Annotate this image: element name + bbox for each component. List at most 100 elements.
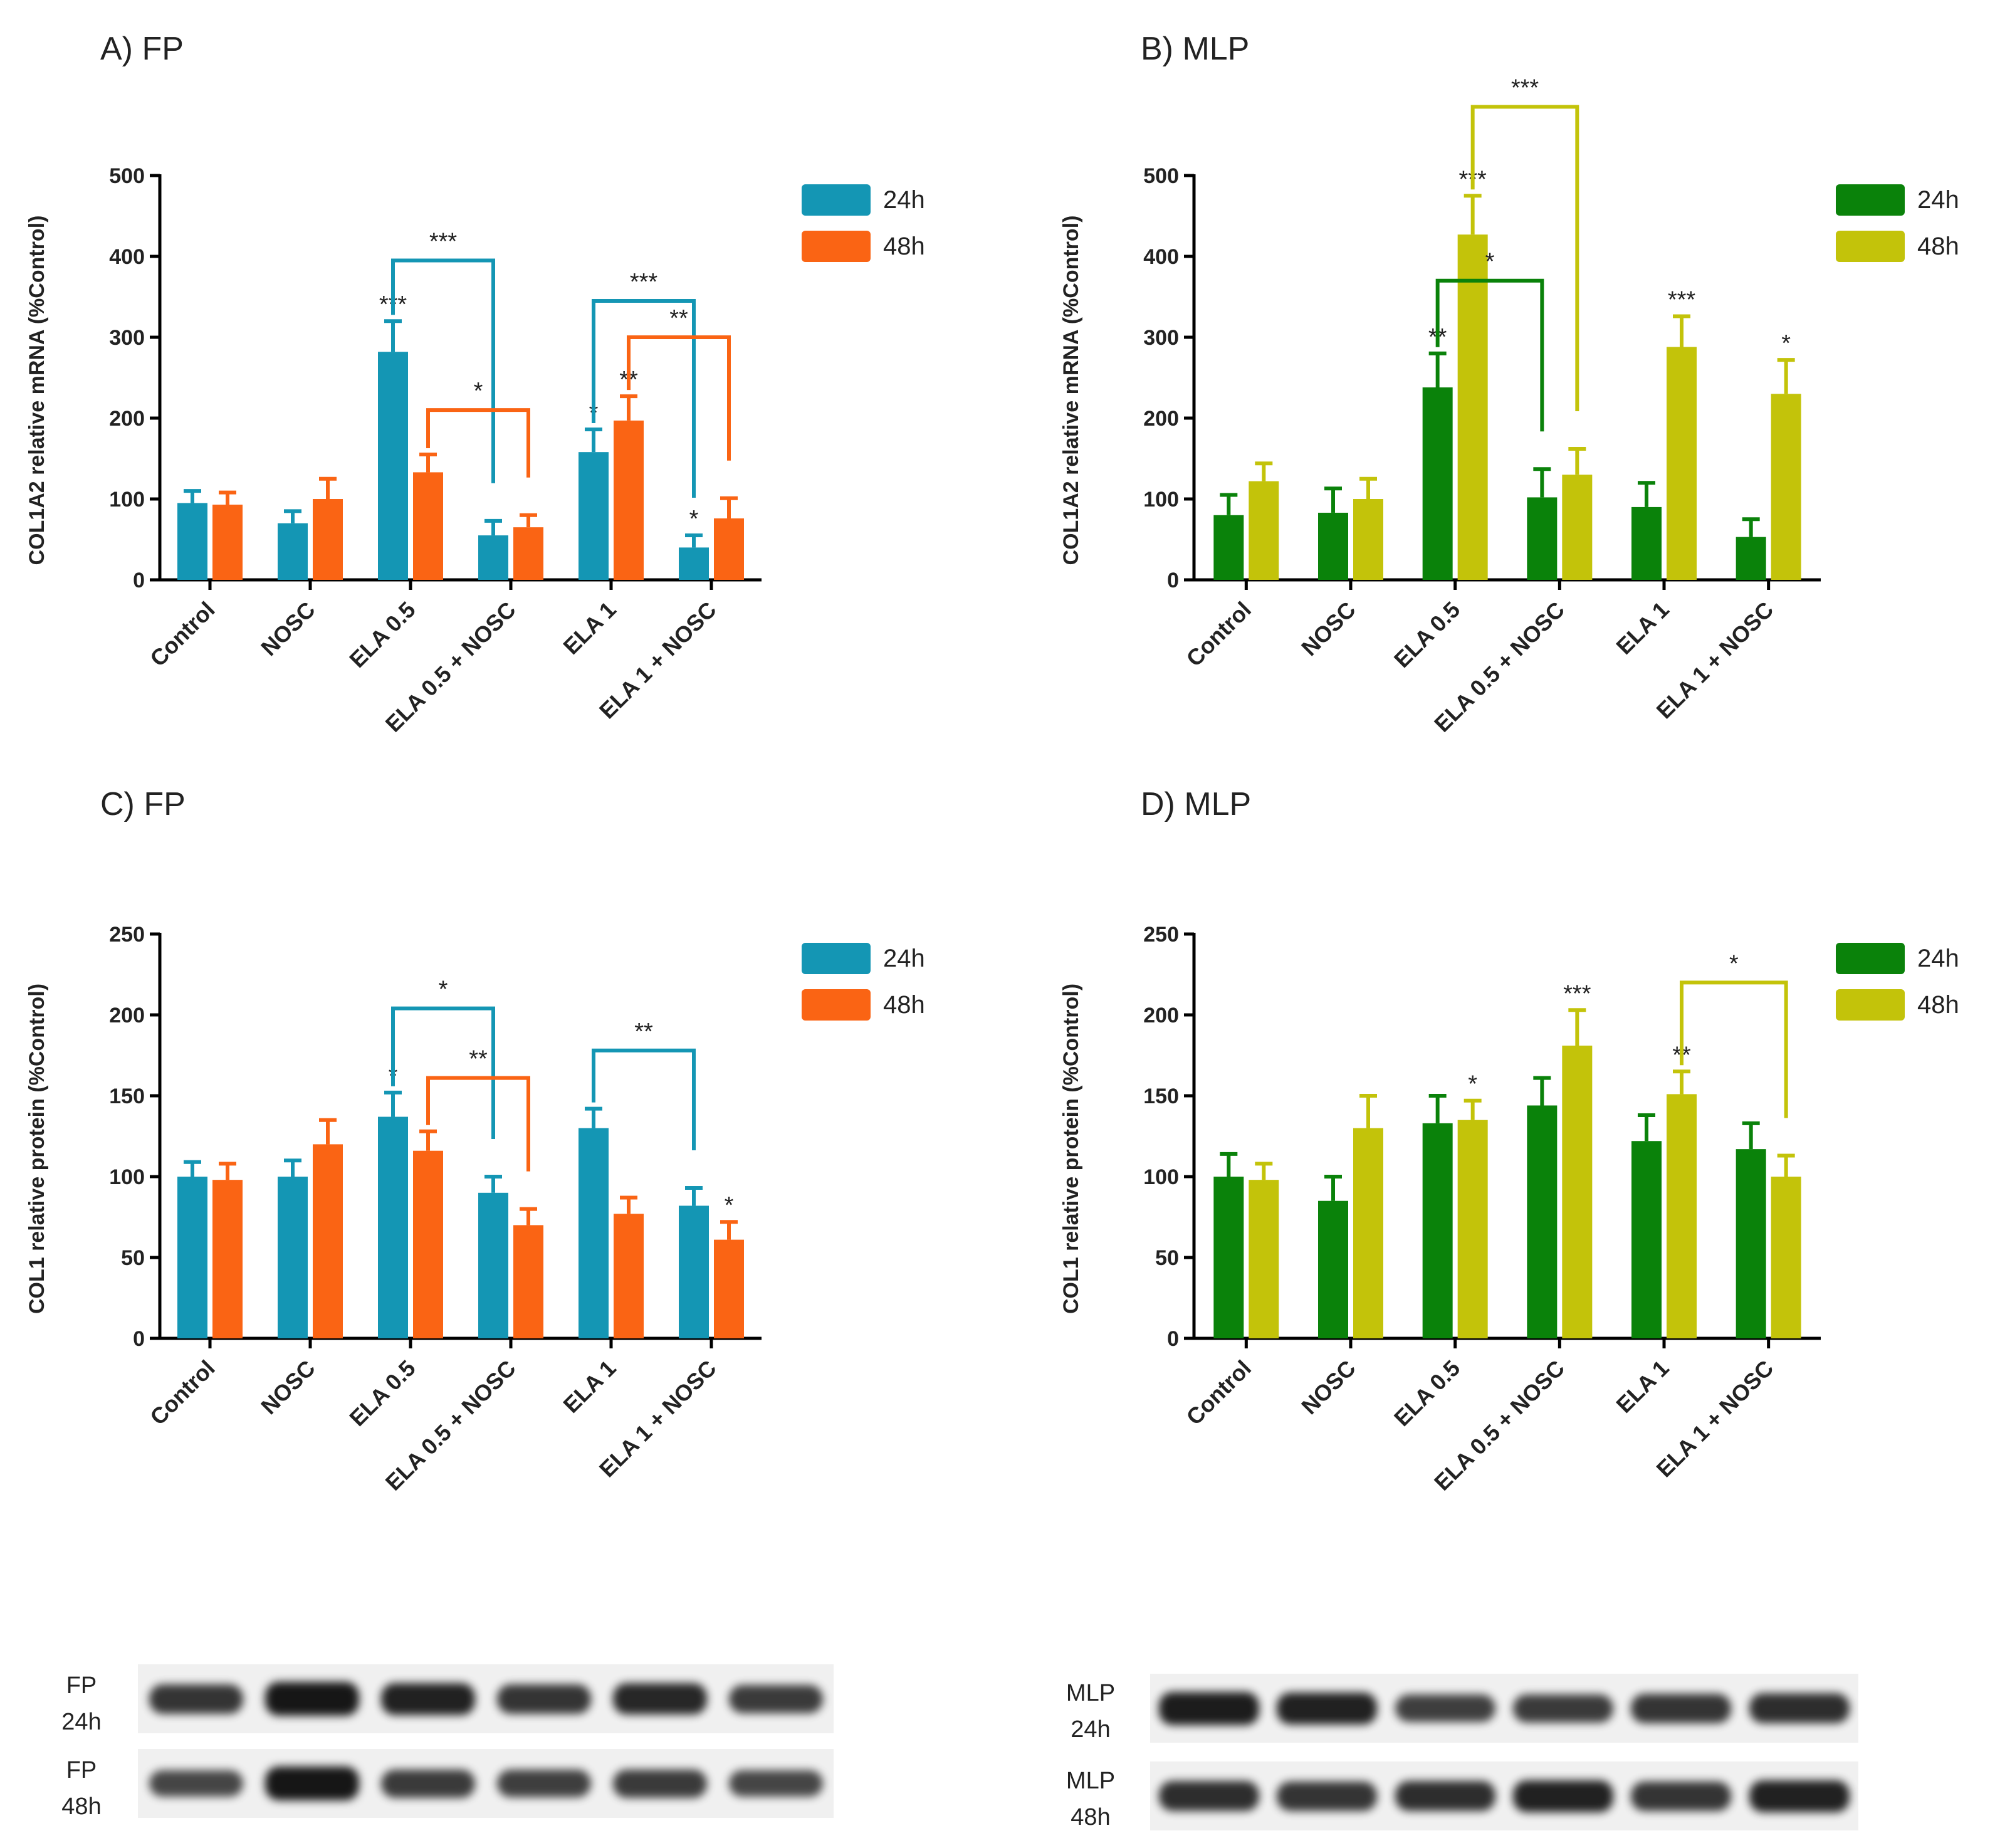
x-tick-label: Control	[1181, 1355, 1256, 1430]
significance-label: *	[689, 506, 699, 532]
bar-24h	[1736, 1149, 1766, 1338]
bar-24h	[1736, 537, 1766, 580]
x-tick-label: NOSC	[1296, 597, 1361, 661]
blot-band	[496, 1770, 591, 1797]
blot-band	[1749, 1693, 1850, 1723]
comparison-bracket	[592, 1048, 696, 1151]
bracket-significance-label: ***	[630, 269, 658, 295]
bar-24h	[1422, 387, 1453, 580]
comparison-bracket	[592, 298, 696, 498]
x-tick-label: ELA 1	[1611, 597, 1673, 659]
y-tick-label: 400	[1143, 245, 1179, 269]
significance-label: *	[725, 1192, 734, 1219]
y-tick-label: 100	[109, 488, 145, 512]
bar-48h	[1249, 481, 1279, 580]
bar-48h	[614, 420, 644, 580]
panel-title: A) FP	[100, 31, 184, 67]
y-tick-label: 200	[109, 1004, 145, 1027]
x-tick-label: ELA 0.5	[1389, 597, 1465, 673]
comparison-bracket	[1470, 105, 1579, 412]
bracket-significance-label: ***	[1511, 75, 1539, 101]
y-tick-label: 100	[1143, 1165, 1179, 1189]
x-tick-label: Control	[1181, 597, 1256, 671]
bar-24h	[478, 535, 508, 580]
y-tick-label: 200	[1143, 1004, 1179, 1027]
fp-48h-blot-label: FP 48h	[61, 1757, 102, 1820]
bar-24h	[679, 1205, 709, 1338]
bar-48h	[1771, 1177, 1801, 1338]
bar-48h	[1667, 347, 1697, 580]
bar-24h	[1318, 1200, 1348, 1338]
blot-band	[380, 1683, 475, 1715]
y-tick-label: 50	[121, 1246, 145, 1270]
legend-swatch-48h	[802, 231, 871, 262]
comparison-bracket	[426, 408, 530, 478]
x-tick-label: ELA 1	[558, 1355, 620, 1418]
bar-48h	[714, 1239, 744, 1338]
blot-band	[1159, 1691, 1260, 1725]
legend-label-48h: 48h	[1917, 991, 1959, 1019]
bar-24h	[1213, 515, 1244, 580]
significance-label: *	[1781, 330, 1791, 357]
bar-48h	[1353, 1128, 1383, 1338]
legend-swatch-24h	[802, 184, 871, 216]
fp-24h-blot-label: FP 24h	[61, 1672, 102, 1735]
significance-label: ***	[1563, 980, 1591, 1007]
y-tick-label: 250	[1143, 923, 1179, 947]
bar-24h	[579, 1128, 609, 1338]
y-tick-label: 500	[109, 164, 145, 188]
bar-24h	[1318, 512, 1348, 580]
bar-24h	[1213, 1177, 1244, 1338]
fp-western-blot	[138, 1658, 834, 1821]
y-axis-label: COL1A2 relative mRNA (%Control)	[1059, 216, 1083, 565]
legend-label-24h: 24h	[883, 186, 925, 214]
bar-48h	[212, 505, 243, 580]
bar-48h	[313, 499, 343, 580]
x-tick-label: Control	[145, 1355, 219, 1430]
legend-swatch-48h	[1836, 989, 1905, 1021]
bar-24h	[1631, 1141, 1662, 1338]
blot-band	[496, 1684, 591, 1714]
comparison-bracket	[391, 258, 495, 483]
bar-48h	[1353, 499, 1383, 580]
x-tick-label: NOSC	[1296, 1355, 1361, 1420]
bar-48h	[1457, 1120, 1488, 1338]
x-tick-label: ELA 0.5	[344, 597, 420, 673]
bar-48h	[1249, 1180, 1279, 1338]
y-axis-label: COL1 relative protein (%Control)	[1059, 984, 1083, 1314]
y-tick-label: 0	[1167, 569, 1179, 592]
y-tick-label: 50	[1155, 1246, 1179, 1270]
bracket-significance-label: ***	[429, 228, 458, 255]
blot-band	[1631, 1693, 1732, 1723]
bar-24h	[278, 1177, 308, 1338]
y-tick-label: 0	[133, 1327, 145, 1351]
bar-24h	[177, 503, 207, 580]
y-tick-label: 150	[1143, 1084, 1179, 1108]
legend-label-48h: 48h	[883, 233, 925, 260]
bar-24h	[478, 1192, 508, 1338]
x-tick-label: ELA 1	[1611, 1355, 1673, 1418]
blot-band	[1277, 1781, 1378, 1811]
y-tick-label: 100	[1143, 488, 1179, 512]
y-tick-label: 500	[1143, 164, 1179, 188]
mlp-western-blot	[1150, 1667, 1858, 1830]
mlp-24h-blot-label: MLP 24h	[1066, 1680, 1116, 1743]
blot-row	[1150, 1674, 1858, 1743]
comparison-bracket	[426, 1076, 530, 1172]
y-tick-label: 200	[1143, 407, 1179, 431]
bar-48h	[313, 1144, 343, 1338]
panel-a: A) FP COL1A2 relative mRNA (%Control) 0 100…	[25, 31, 925, 737]
comparison-bracket	[1680, 980, 1788, 1118]
blot-band	[1395, 1694, 1495, 1722]
y-tick-label: 0	[133, 569, 145, 592]
y-tick-label: 100	[109, 1165, 145, 1189]
bar-24h	[278, 523, 308, 580]
mlp-48h-blot-label: MLP 48h	[1066, 1768, 1116, 1830]
blot-band	[1159, 1781, 1260, 1811]
bar-48h	[513, 1225, 543, 1338]
blot-band	[612, 1769, 707, 1798]
bracket-significance-label: *	[439, 977, 448, 1003]
bar-24h	[1422, 1123, 1453, 1338]
blot-band	[1395, 1781, 1495, 1811]
